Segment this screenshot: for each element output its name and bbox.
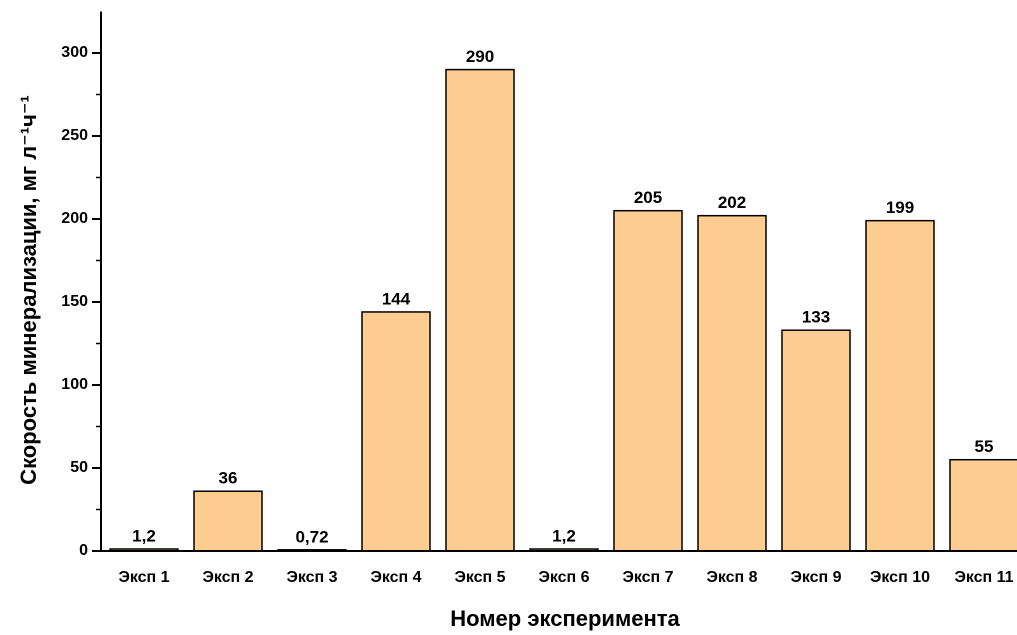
- value-label: 144: [382, 289, 411, 308]
- bar: [445, 68, 515, 552]
- bar: [613, 209, 683, 552]
- x-tick-label: Эксп 6: [538, 569, 589, 586]
- x-tick-label: Эксп 5: [454, 569, 505, 586]
- y-tick-label: 0: [79, 542, 88, 559]
- value-label: 205: [634, 188, 662, 207]
- x-tick-label: Эксп 9: [790, 569, 841, 586]
- value-label: 133: [802, 308, 830, 327]
- bar: [781, 329, 851, 552]
- y-tick-label: 50: [70, 459, 88, 476]
- x-tick-label: Эксп 4: [370, 569, 421, 586]
- value-label: 55: [975, 437, 994, 456]
- value-label: 36: [219, 469, 238, 488]
- y-tick-label: 100: [61, 376, 88, 393]
- value-label: 1,2: [132, 526, 156, 545]
- y-axis-title: Скорость минерализации, мг л⁻¹ч⁻¹: [16, 95, 41, 485]
- x-tick-label: Эксп 2: [202, 569, 253, 586]
- value-label: 202: [718, 193, 746, 212]
- value-label: 1,2: [552, 526, 576, 545]
- x-tick-label: Эксп 11: [954, 569, 1013, 586]
- bar: [865, 219, 935, 552]
- y-tick-label: 150: [61, 293, 88, 310]
- value-label: 0,72: [295, 527, 328, 546]
- x-tick-label: Эксп 10: [870, 569, 930, 586]
- x-tick-label: Эксп 8: [706, 569, 757, 586]
- bar: [697, 214, 767, 552]
- y-tick-label: 200: [61, 210, 88, 227]
- value-label: 199: [886, 198, 914, 217]
- x-tick-label: Эксп 3: [286, 569, 337, 586]
- y-tick-label: 300: [61, 44, 88, 61]
- value-label: 290: [466, 47, 494, 66]
- x-tick-label: Эксп 1: [118, 569, 169, 586]
- y-tick-label: 250: [61, 127, 88, 144]
- bar: [949, 458, 1017, 552]
- bar: [193, 490, 263, 552]
- x-tick-label: Эксп 7: [622, 569, 673, 586]
- x-axis-title: Номер эксперимента: [450, 606, 680, 631]
- bar: [361, 311, 431, 552]
